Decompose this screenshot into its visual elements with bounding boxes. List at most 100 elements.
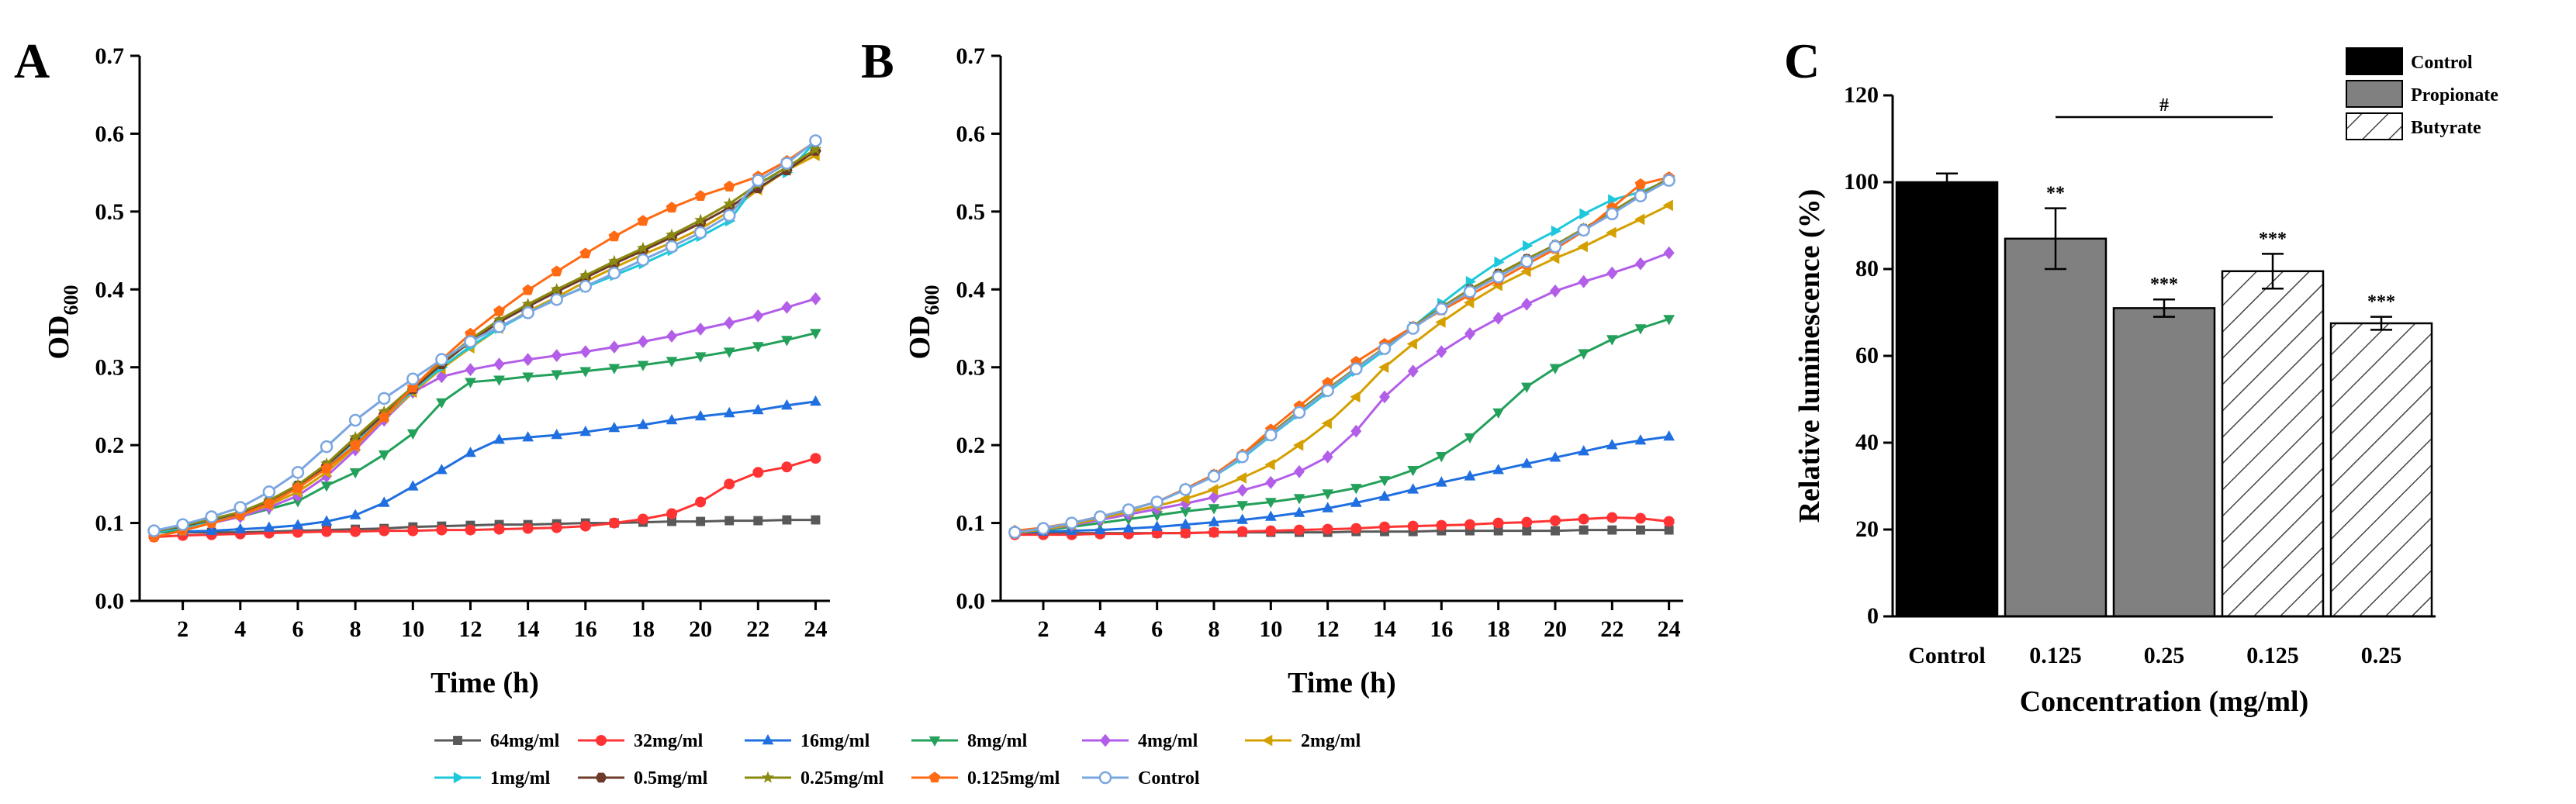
panel-b-data-point bbox=[1350, 523, 1362, 534]
panel-a-data-point bbox=[722, 209, 736, 223]
panel-a-x-tick-label: 22 bbox=[746, 616, 769, 642]
panel-b-data-point bbox=[1492, 408, 1504, 419]
panel-a-data-point bbox=[752, 467, 764, 478]
panel-a-data-point bbox=[753, 516, 763, 526]
panel-b-data-point bbox=[1407, 483, 1419, 494]
panel-b-data-point bbox=[1294, 524, 1305, 536]
panel-a-data-point bbox=[435, 353, 448, 366]
panel-a-data-point bbox=[320, 481, 333, 492]
panel-b-data-point bbox=[1236, 450, 1249, 464]
panel-a-data-point bbox=[666, 357, 678, 367]
legend-item-0: 64mg/ml bbox=[434, 731, 560, 751]
panel-b-data-point bbox=[1634, 178, 1647, 189]
panel-b-data-point bbox=[1036, 522, 1050, 535]
panel-c-x-tick-label: 0.25 bbox=[2144, 643, 2185, 668]
panel-b-data-point bbox=[1464, 519, 1475, 530]
panel-a-data-point bbox=[723, 406, 735, 418]
panel-a-data-point bbox=[724, 478, 735, 490]
panel-b-y-tick-label: 0.6 bbox=[956, 121, 986, 147]
panel-b-series-0 bbox=[1010, 525, 1674, 538]
panel-a-data-point bbox=[349, 439, 361, 450]
panel-a-data-point bbox=[378, 411, 390, 423]
panel-a-data-point bbox=[350, 526, 361, 537]
legend-marker bbox=[762, 734, 774, 745]
panel-a-x-tick-label: 6 bbox=[292, 616, 303, 642]
panel-b-x-tick-label: 6 bbox=[1151, 616, 1163, 642]
panel-b-data-point bbox=[1292, 405, 1306, 419]
panel-a-data-point bbox=[636, 253, 650, 267]
panel-b-data-point bbox=[1435, 302, 1448, 316]
panel-c-y-tick-label: 60 bbox=[1855, 343, 1879, 368]
panel-b-data-point bbox=[1464, 297, 1475, 309]
panel-b-data-point bbox=[1634, 189, 1648, 203]
panel-b-data-point bbox=[1550, 515, 1561, 526]
panel-a-data-point bbox=[493, 433, 505, 444]
panel-a-data-point bbox=[579, 268, 592, 281]
panel-c-significance: *** bbox=[2259, 229, 2287, 249]
panel-a-data-point bbox=[579, 367, 592, 378]
panel-a-data-point bbox=[695, 496, 707, 508]
panel-a-data-point bbox=[493, 523, 505, 535]
panel-b-data-point bbox=[1378, 490, 1391, 501]
panel-b-data-point bbox=[1463, 285, 1477, 298]
panel-b-data-point bbox=[1265, 475, 1277, 489]
panel-a-data-point bbox=[637, 215, 649, 226]
panel-a-data-point bbox=[694, 352, 707, 363]
legend-label: Control bbox=[1138, 768, 1200, 788]
panel-a-x-tick-label: 12 bbox=[458, 616, 482, 642]
panel-a-data-point bbox=[263, 497, 275, 509]
panel-b-series-line bbox=[1015, 251, 1670, 534]
panel-a-series-1 bbox=[148, 453, 821, 543]
panel-a-data-point bbox=[406, 480, 419, 491]
panel-a-x-tick-label: 4 bbox=[234, 616, 246, 642]
panel-b-data-point bbox=[1322, 489, 1333, 500]
panel-b-x-tick-label: 24 bbox=[1658, 616, 1681, 642]
panel-a-y-tick-label: 0.2 bbox=[95, 433, 125, 458]
panel-c-legend-swatch bbox=[2346, 47, 2403, 75]
panel-a-data-point bbox=[781, 301, 793, 314]
legend-label: 0.125mg/ml bbox=[967, 768, 1060, 788]
panel-a-data-point bbox=[521, 306, 534, 319]
panel-b-data-point bbox=[1436, 345, 1447, 358]
panel-b-y-tick-label: 0.5 bbox=[956, 199, 986, 225]
panel-b-data-point bbox=[1492, 270, 1505, 284]
panel-b-data-point bbox=[1436, 476, 1447, 487]
panel-a-x-tick-label: 20 bbox=[689, 616, 712, 642]
panel-c-bar bbox=[2329, 322, 2433, 618]
panel-b-data-point bbox=[1606, 207, 1619, 221]
panel-b-data-point bbox=[1579, 208, 1590, 220]
panel-a-data-point bbox=[292, 519, 304, 530]
legend-item-1: 32mg/ml bbox=[578, 731, 704, 751]
panel-a-data-point bbox=[320, 462, 333, 474]
panel-b-data-point bbox=[1293, 494, 1305, 505]
panel-b-data-point bbox=[1663, 246, 1675, 260]
panel-b-y-tick-label: 0.3 bbox=[956, 355, 986, 381]
panel-b-series-4 bbox=[1009, 246, 1675, 539]
panel-a-y-tick-label: 0.5 bbox=[95, 199, 125, 225]
panel-b-data-point bbox=[1236, 501, 1248, 512]
panel-a-data-point bbox=[607, 254, 621, 267]
panel-a-data-point bbox=[493, 313, 506, 326]
panel-a-data-point bbox=[752, 174, 765, 187]
panel-a-data-point bbox=[752, 403, 764, 415]
panel-b-data-point bbox=[1151, 511, 1163, 522]
panel-b-data-point bbox=[1294, 464, 1305, 478]
panel-b-data-point bbox=[1379, 390, 1390, 404]
panel-b-data-point bbox=[1236, 484, 1248, 497]
line-legend: 64mg/ml 32mg/ml 16mg/ml 8mg/ml 4mg/ml 2mg/ml 1… bbox=[434, 731, 1361, 788]
legend-item-9: 0.125mg/ml bbox=[911, 768, 1060, 788]
panel-a-data-point bbox=[666, 414, 678, 425]
panel-a: A 0.00.10.20.30.40.50.60.72 4 6 8 10 12 14 16 18… bbox=[14, 33, 830, 699]
panel-c-legend-label: Butyrate bbox=[2411, 118, 2481, 138]
legend-item-5: 2mg/ml bbox=[1245, 731, 1361, 751]
panel-a-data-point bbox=[579, 520, 591, 532]
panel-b-data-point bbox=[1551, 225, 1561, 237]
panel-a-data-point bbox=[349, 430, 362, 443]
panel-a-series-3 bbox=[148, 329, 821, 540]
panel-c-y-tick-label: 40 bbox=[1855, 430, 1879, 455]
panel-a-y-tick-label: 0.7 bbox=[95, 43, 125, 69]
panel-b-x-tick-label: 12 bbox=[1316, 616, 1340, 642]
panel-b-data-point bbox=[1663, 516, 1675, 527]
panel-b-data-point bbox=[1264, 428, 1278, 442]
panel-b-x-tick-label: 2 bbox=[1038, 616, 1049, 642]
